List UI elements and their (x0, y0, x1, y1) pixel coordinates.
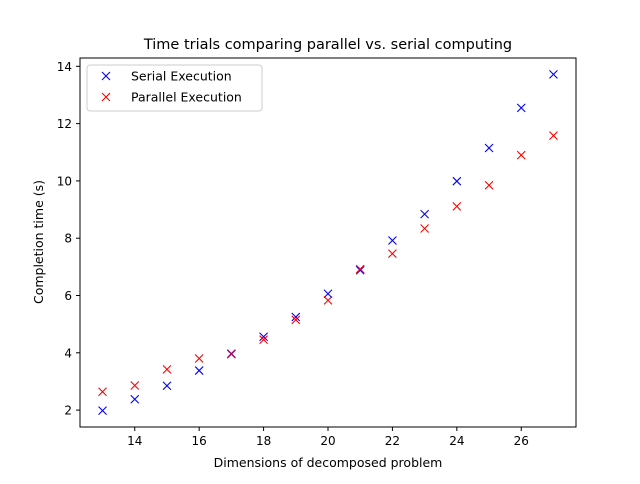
legend: Serial Execution Parallel Execution (86, 64, 263, 112)
legend-entries: Serial Execution Parallel Execution (101, 69, 242, 105)
data-points (98, 69, 558, 416)
legend-label-parallel: Parallel Execution (131, 90, 242, 105)
x-tick-label: 16 (192, 434, 207, 448)
series-parallel-point (452, 202, 462, 211)
series-serial-point (355, 265, 365, 275)
series-serial-point (162, 381, 172, 391)
y-tick-label: 12 (57, 117, 72, 131)
x-tick-label: 24 (449, 434, 464, 448)
y-tick-label: 4 (64, 346, 72, 360)
y-axis-ticks: 2 4 6 8 10 12 14 (57, 60, 80, 418)
series-parallel-point (388, 249, 397, 259)
legend-label-serial: Serial Execution (131, 69, 232, 84)
series-serial-point (420, 209, 430, 219)
series-parallel-point (484, 180, 494, 190)
x-tick-label: 26 (514, 434, 529, 448)
series-parallel-point (355, 264, 365, 274)
series-parallel-point (420, 224, 430, 233)
series-parallel-point (226, 349, 236, 359)
y-tick-label: 14 (57, 60, 72, 74)
y-tick-label: 6 (64, 289, 72, 303)
series-serial-point (516, 103, 526, 113)
series-serial-point (549, 69, 558, 79)
series-parallel-point (291, 315, 301, 325)
y-tick-label: 2 (64, 404, 72, 418)
legend-marker-parallel (101, 92, 111, 102)
series-parallel-point (194, 354, 204, 363)
series-serial-point (388, 236, 397, 245)
legend-marker-serial (101, 71, 111, 81)
series-serial-point (194, 366, 204, 375)
series-serial-point (323, 289, 333, 299)
legend-box (86, 64, 263, 112)
series-parallel-point (98, 387, 107, 397)
y-axis-label: Completion time (s) (31, 180, 46, 304)
series-parallel-point (516, 150, 526, 160)
series-serial-point (452, 176, 462, 186)
series-serial-point (130, 394, 140, 404)
series-parallel-point (162, 365, 172, 374)
series-serial-point (98, 406, 107, 416)
series-parallel-point (259, 335, 268, 345)
series-parallel-point (130, 381, 140, 390)
series-serial-point (291, 312, 301, 322)
series-parallel-point (549, 131, 558, 141)
chart-title: Time trials comparing parallel vs. seria… (143, 37, 512, 53)
x-tick-label: 18 (256, 434, 271, 448)
x-axis-ticks: 14 16 18 20 22 24 26 (127, 427, 529, 448)
x-tick-label: 22 (385, 434, 400, 448)
y-tick-label: 10 (57, 174, 72, 188)
series-parallel-point (323, 295, 333, 305)
x-tick-label: 14 (127, 434, 142, 448)
y-tick-label: 8 (64, 232, 72, 246)
series-serial-point (484, 143, 494, 153)
x-axis-label: Dimensions of decomposed problem (214, 455, 443, 470)
series-serial-point (259, 332, 268, 342)
x-tick-label: 20 (320, 434, 335, 448)
